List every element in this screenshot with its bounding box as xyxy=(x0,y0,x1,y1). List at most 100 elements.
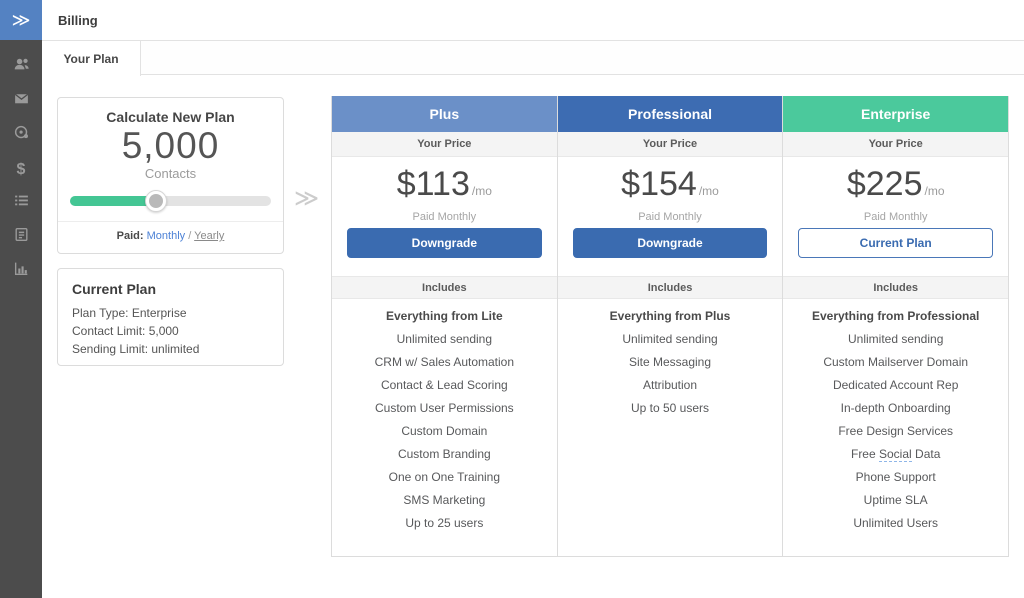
feature-text: Data xyxy=(911,447,941,461)
current-plan-title: Current Plan xyxy=(72,281,157,297)
sidebar-item-lists[interactable] xyxy=(11,194,31,212)
plan-name: Professional xyxy=(557,96,783,132)
price-value: $225/mo xyxy=(783,165,1008,210)
your-price-label: Your Price xyxy=(783,132,1009,157)
feature-item: SMS Marketing xyxy=(403,493,486,507)
feature-item: Custom Branding xyxy=(397,447,491,461)
social-data-link[interactable]: Social xyxy=(879,447,912,462)
feature-item: Custom User Permissions xyxy=(374,401,514,415)
slider-handle[interactable] xyxy=(145,190,168,212)
feature-item: Unlimited sending xyxy=(622,332,718,346)
your-price-label: Your Price xyxy=(332,132,557,157)
sidebar-item-deals[interactable]: $ xyxy=(11,160,31,178)
feature-item: Phone Support xyxy=(855,470,936,484)
slider-track[interactable] xyxy=(70,196,271,206)
plan-name: Plus xyxy=(332,96,557,132)
dollar-icon: $ xyxy=(16,160,26,178)
price-per: /mo xyxy=(471,184,492,198)
feature-item: Uptime SLA xyxy=(863,493,928,507)
feature-item: CRM w/ Sales Automation xyxy=(374,355,515,369)
current-plan-button[interactable]: Current Plan xyxy=(798,228,994,258)
plan-type-row: Plan Type: Enterprise xyxy=(72,306,187,320)
feature-item: One on One Training xyxy=(388,470,501,484)
plan-column-enterprise: Enterprise Your Price $225/mo Paid Month… xyxy=(783,96,1010,557)
feature-item: Free Design Services xyxy=(838,424,954,438)
price-block: $154/mo Paid Monthly xyxy=(558,157,783,228)
chevrons-logo-icon: ≫ xyxy=(11,9,31,30)
feature-item: Unlimited Users xyxy=(853,516,939,530)
feature-item: Everything from Lite xyxy=(385,309,503,323)
includes-label: Includes xyxy=(332,276,557,299)
feature-text: Free xyxy=(850,447,879,461)
contacts-value: 5,000 xyxy=(121,125,220,166)
chevron-right-icon: ≫ xyxy=(294,185,320,212)
feature-list: Everything from Lite Unlimited sending C… xyxy=(332,299,557,530)
contacts-label: Contacts xyxy=(144,166,197,181)
divider xyxy=(58,221,283,222)
contacts-slider xyxy=(70,190,271,212)
billing-note: Paid Monthly xyxy=(638,211,702,223)
app-logo[interactable]: ≫ xyxy=(0,0,42,40)
downgrade-button-professional[interactable]: Downgrade xyxy=(572,228,768,258)
your-price-label: Your Price xyxy=(557,132,783,157)
downgrade-button-plus[interactable]: Downgrade xyxy=(347,228,542,258)
feature-item: Dedicated Account Rep xyxy=(832,378,959,392)
sidebar-nav: $ xyxy=(0,58,42,280)
price-block: $113/mo Paid Monthly xyxy=(332,157,557,228)
feature-list: Everything from Professional Unlimited s… xyxy=(783,299,1008,530)
price-amount: $225 xyxy=(846,165,923,203)
sidebar-item-forms[interactable] xyxy=(11,226,31,248)
yearly-link[interactable]: Yearly xyxy=(194,230,225,242)
feature-item: Contact & Lead Scoring xyxy=(380,378,508,392)
price-value: $154/mo xyxy=(558,165,783,210)
feature-item: Everything from Plus xyxy=(609,309,731,323)
monthly-link[interactable]: Monthly xyxy=(146,230,186,242)
price-value: $113/mo xyxy=(332,165,557,210)
plan-column-professional: Professional Your Price $154/mo Paid Mon… xyxy=(557,96,784,557)
plan-name: Enterprise xyxy=(783,96,1009,132)
tab-your-plan[interactable]: Your Plan xyxy=(42,41,141,76)
calculate-new-plan-card: Calculate New Plan 5,000 Contacts Paid: … xyxy=(57,97,284,254)
feature-item: Everything from Professional xyxy=(811,309,980,323)
tab-bar: Your Plan xyxy=(42,41,1024,76)
billing-note: Paid Monthly xyxy=(863,211,928,223)
price-per: /mo xyxy=(924,184,945,198)
plan-column-plus: Plus Your Price $113/mo Paid Monthly Dow… xyxy=(332,96,558,557)
tab-bar-filler xyxy=(141,41,1024,75)
price-amount: $113 xyxy=(396,165,470,203)
sidebar-item-campaigns[interactable] xyxy=(11,92,31,110)
feature-list: Everything from Plus Unlimited sending S… xyxy=(558,299,783,415)
includes-label: Includes xyxy=(557,276,783,299)
includes-label: Includes xyxy=(783,276,1009,299)
paid-separator: / xyxy=(188,230,192,242)
calculator-title: Calculate New Plan xyxy=(106,109,235,125)
sidebar-item-automations[interactable] xyxy=(11,124,31,146)
sidebar: ≫ $ xyxy=(0,0,42,598)
paid-options-row: Paid: Monthly / Yearly xyxy=(58,230,283,242)
sidebar-item-contacts[interactable] xyxy=(11,58,31,76)
bar-chart-icon xyxy=(13,260,30,282)
automation-gear-icon xyxy=(13,124,30,146)
sidebar-item-reports[interactable] xyxy=(11,262,31,280)
feature-item: Custom Mailserver Domain xyxy=(823,355,969,369)
price-per: /mo xyxy=(698,184,719,198)
paid-label: Paid: xyxy=(116,230,144,242)
feature-item: Custom Domain xyxy=(401,424,488,438)
page-title: Billing xyxy=(58,12,98,28)
pricing-table: Plus Your Price $113/mo Paid Monthly Dow… xyxy=(331,96,1010,557)
feature-item: Unlimited sending xyxy=(847,332,944,346)
price-amount: $154 xyxy=(621,165,697,203)
feature-item: Up to 25 users xyxy=(405,516,484,530)
billing-note: Paid Monthly xyxy=(412,211,477,223)
envelope-icon xyxy=(13,90,30,112)
feature-item: Site Messaging xyxy=(628,355,712,369)
feature-item: In-depth Onboarding xyxy=(840,401,951,415)
contacts-icon xyxy=(13,56,30,78)
feature-item: Free Social Data xyxy=(809,447,982,462)
page-header: Billing xyxy=(42,0,1024,41)
sending-limit-row: Sending Limit: unlimited xyxy=(72,342,200,356)
document-icon xyxy=(13,226,30,248)
list-icon xyxy=(13,192,30,214)
feature-item: Up to 50 users xyxy=(630,401,710,415)
feature-item: Unlimited sending xyxy=(396,332,493,346)
